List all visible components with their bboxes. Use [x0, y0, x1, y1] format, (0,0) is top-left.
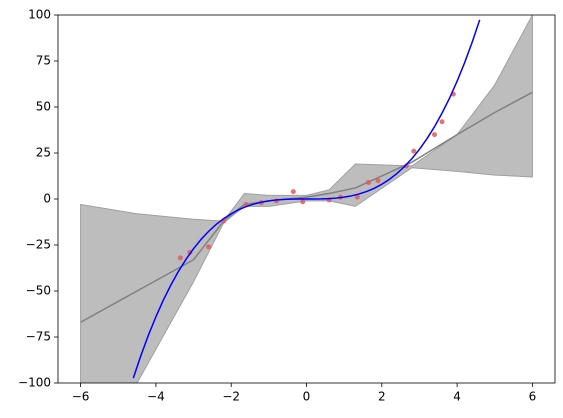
data-point [432, 132, 438, 138]
y-tick-label: 50 [36, 100, 51, 114]
true-curve [132, 19, 481, 379]
data-point [290, 189, 296, 195]
y-tick-label: 0 [43, 192, 51, 206]
y-tick-label: 75 [36, 54, 51, 68]
x-tick-label: 6 [529, 390, 537, 404]
data-point [375, 178, 381, 184]
data-point [411, 148, 417, 154]
x-tick-label: 0 [303, 390, 311, 404]
y-tick-label: −25 [26, 238, 51, 252]
y-tick-label: −100 [18, 376, 51, 390]
data-point [300, 199, 306, 205]
data-point [354, 194, 360, 200]
y-tick-label: 100 [28, 8, 51, 22]
x-tick-label: −6 [72, 390, 90, 404]
y-tick-label: 25 [36, 146, 51, 160]
data-point [439, 119, 445, 125]
mean-line [80, 91, 533, 323]
y-tick-label: −75 [26, 330, 51, 344]
x-tick-label: 4 [453, 390, 461, 404]
x-tick-label: −2 [222, 390, 240, 404]
x-tick-label: 2 [378, 390, 386, 404]
plot-area [80, 15, 533, 383]
x-tick-label: −4 [147, 390, 165, 404]
data-point [403, 163, 409, 169]
data-point [206, 244, 212, 250]
y-tick-label: −50 [26, 284, 51, 298]
confidence-band [80, 15, 533, 383]
data-point [366, 179, 372, 185]
data-point [177, 255, 183, 261]
